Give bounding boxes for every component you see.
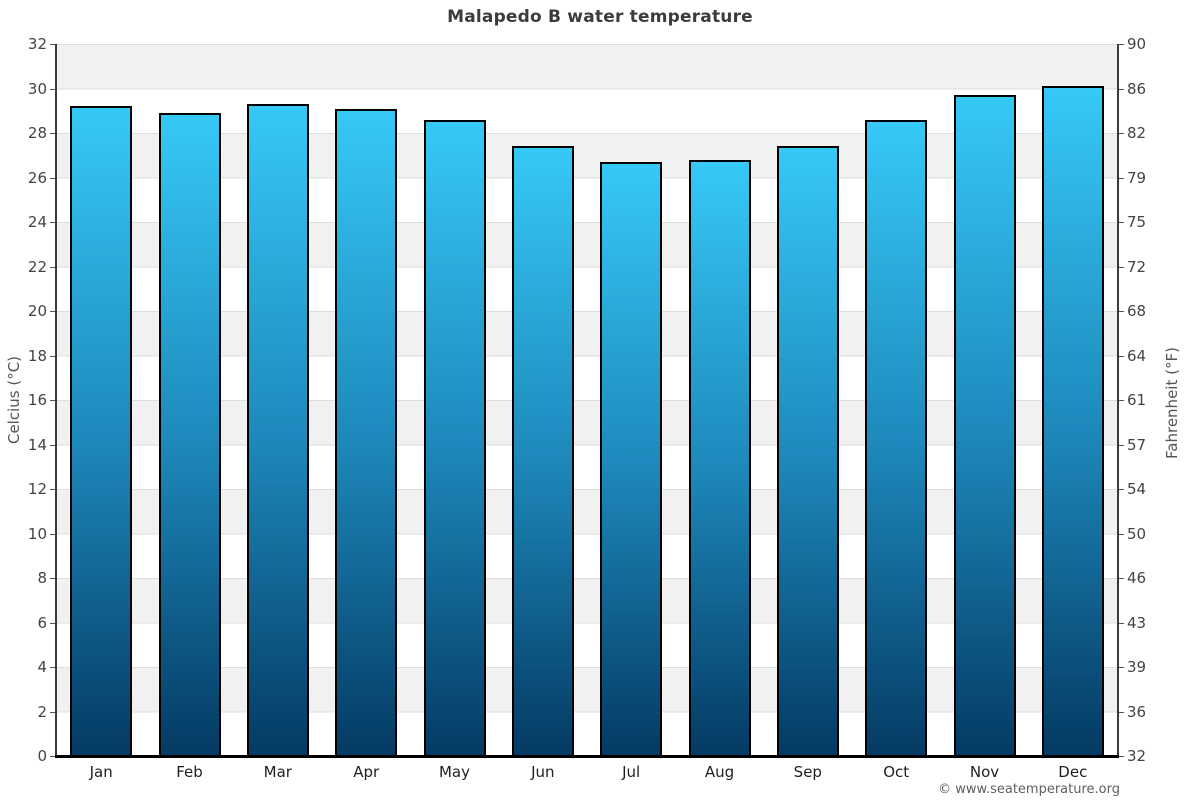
left-tick-mark xyxy=(50,266,55,268)
celsius-tick-label: 2 xyxy=(37,702,47,721)
left-tick-mark xyxy=(50,311,55,312)
month-label-nov: Nov xyxy=(969,763,1000,781)
right-tick-mark xyxy=(1119,266,1124,268)
right-tick-mark xyxy=(1119,311,1124,312)
right-tick-mark xyxy=(1119,355,1124,357)
celsius-tick-label: 4 xyxy=(37,658,47,676)
bar-apr xyxy=(335,108,398,756)
celsius-tick-label: 30 xyxy=(27,79,47,98)
month-label-jul: Jul xyxy=(622,763,641,781)
fahrenheit-tick-label: 39 xyxy=(1127,658,1147,676)
fahrenheit-tick-label: 46 xyxy=(1127,569,1147,587)
fahrenheit-tick-label: 43 xyxy=(1127,613,1147,632)
fahrenheit-tick-label: 68 xyxy=(1127,302,1147,320)
month-label-apr: Apr xyxy=(353,763,380,781)
celsius-tick-label: 22 xyxy=(27,257,47,276)
left-tick-mark xyxy=(50,133,55,134)
left-tick-mark xyxy=(50,489,55,490)
left-tick-mark xyxy=(50,44,55,45)
right-tick-mark xyxy=(1119,622,1124,624)
fahrenheit-tick-label: 64 xyxy=(1127,346,1147,365)
right-tick-mark xyxy=(1119,578,1124,579)
fahrenheit-tick-label: 54 xyxy=(1127,480,1147,498)
left-tick-mark xyxy=(50,622,55,624)
fahrenheit-tick-label: 36 xyxy=(1127,702,1147,721)
right-tick-mark xyxy=(1119,133,1124,134)
right-tick-mark xyxy=(1119,533,1124,535)
bar-sep xyxy=(776,146,839,756)
month-label-aug: Aug xyxy=(704,763,735,781)
month-label-jan: Jan xyxy=(89,763,113,781)
right-tick-mark xyxy=(1119,489,1124,490)
month-label-jun: Jun xyxy=(531,763,555,781)
right-tick-mark xyxy=(1119,756,1124,757)
celsius-tick-label: 0 xyxy=(37,747,47,765)
left-tick-mark xyxy=(50,667,55,668)
right-tick-mark xyxy=(1119,667,1124,668)
month-label-oct: Oct xyxy=(883,763,910,781)
fahrenheit-tick-label: 72 xyxy=(1127,257,1147,276)
right-tick-mark xyxy=(1119,177,1124,179)
left-tick-mark xyxy=(50,578,55,579)
celsius-tick-label: 32 xyxy=(27,35,47,53)
left-tick-mark xyxy=(50,177,55,179)
month-label-sep: Sep xyxy=(793,763,822,781)
left-tick-mark xyxy=(50,88,55,90)
fahrenheit-tick-label: 57 xyxy=(1127,435,1147,454)
bar-may xyxy=(423,119,486,756)
left-tick-mark xyxy=(50,711,55,713)
right-tick-mark xyxy=(1119,444,1124,446)
bar-dec xyxy=(1041,86,1104,756)
celsius-tick-label: 12 xyxy=(27,480,47,498)
bar-mar xyxy=(246,104,309,756)
fahrenheit-tick-label: 86 xyxy=(1127,79,1147,98)
bar-aug xyxy=(688,159,751,756)
celsius-tick-label: 28 xyxy=(27,124,47,142)
left-tick-mark xyxy=(50,400,55,401)
month-label-may: May xyxy=(438,763,470,781)
copyright-link[interactable]: © www.seatemperature.org xyxy=(938,782,1120,797)
fahrenheit-tick-label: 90 xyxy=(1127,35,1147,53)
bar-oct xyxy=(865,119,928,756)
left-tick-mark xyxy=(50,222,55,223)
celsius-tick-label: 26 xyxy=(27,168,47,187)
x-axis-baseline xyxy=(55,755,1119,758)
fahrenheit-tick-label: 75 xyxy=(1127,213,1147,231)
left-tick-mark xyxy=(50,444,55,446)
celsius-tick-label: 16 xyxy=(27,391,47,409)
bar-nov xyxy=(953,95,1016,756)
right-tick-mark xyxy=(1119,44,1124,45)
celsius-tick-label: 10 xyxy=(27,524,47,543)
month-label-mar: Mar xyxy=(263,763,292,781)
celsius-tick-label: 6 xyxy=(37,613,47,632)
celsius-tick-label: 8 xyxy=(37,569,47,587)
fahrenheit-tick-label: 79 xyxy=(1127,168,1147,187)
month-label-feb: Feb xyxy=(176,763,203,781)
right-tick-mark xyxy=(1119,400,1124,401)
left-tick-mark xyxy=(50,756,55,757)
month-label-dec: Dec xyxy=(1058,763,1088,781)
bar-jun xyxy=(511,146,574,756)
left-tick-mark xyxy=(50,533,55,535)
celsius-tick-label: 14 xyxy=(27,435,47,454)
fahrenheit-tick-label: 32 xyxy=(1127,747,1147,765)
right-tick-mark xyxy=(1119,88,1124,90)
bar-jan xyxy=(70,106,133,756)
fahrenheit-tick-label: 50 xyxy=(1127,524,1147,543)
left-tick-mark xyxy=(50,355,55,357)
plot-area xyxy=(55,44,1119,756)
celsius-tick-label: 24 xyxy=(27,213,47,231)
right-tick-mark xyxy=(1119,222,1124,223)
chart-title: Malapedo B water temperature xyxy=(447,7,753,27)
fahrenheit-tick-label: 61 xyxy=(1127,391,1147,409)
bar-feb xyxy=(158,112,221,756)
bar-jul xyxy=(600,161,663,756)
celsius-tick-label: 18 xyxy=(27,346,47,365)
celsius-tick-label: 20 xyxy=(27,302,47,320)
fahrenheit-tick-label: 82 xyxy=(1127,124,1147,142)
right-tick-mark xyxy=(1119,711,1124,713)
